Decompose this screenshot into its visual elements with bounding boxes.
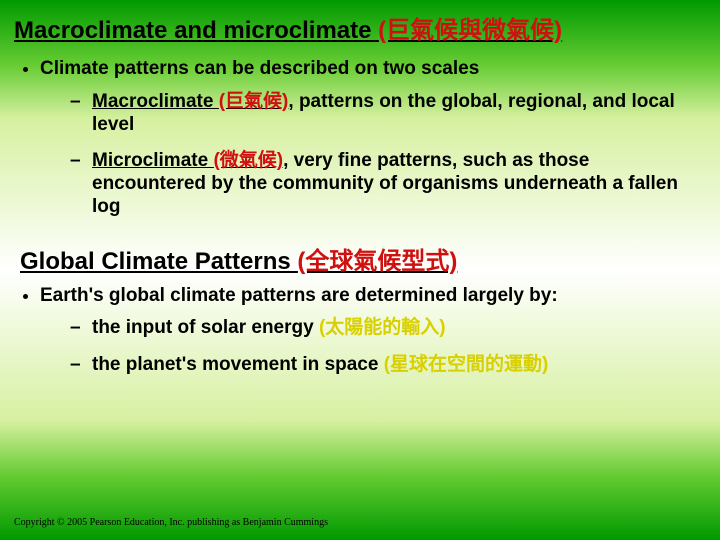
sub-list-2: the input of solar energy (太陽能的輸入) the p…: [40, 317, 706, 377]
solar-en: the input of solar energy: [92, 317, 319, 338]
subtitle-cjk: (全球氣候型式): [297, 248, 457, 275]
bullet-2: Earth's global climate patterns are dete…: [40, 284, 706, 377]
title-cjk: (巨氣候與微氣候): [378, 17, 562, 44]
movement-en: the planet's movement in space: [92, 354, 384, 375]
movement-cjk: (星球在空間的運動): [384, 354, 549, 375]
slide-subtitle: Global Climate Patterns (全球氣候型式): [14, 241, 706, 276]
sub-item-macroclimate: Macroclimate (巨氣候), patterns on the glob…: [70, 91, 706, 137]
slide-title: Macroclimate and microclimate (巨氣候與微氣候): [14, 10, 706, 45]
micro-cjk: (微氣候): [213, 150, 283, 171]
micro-en: Microclimate: [92, 150, 213, 171]
subtitle-en: Global Climate Patterns: [20, 248, 297, 275]
bullet-1-text: Climate patterns can be described on two…: [40, 58, 479, 79]
bullet-2-text: Earth's global climate patterns are dete…: [40, 285, 558, 306]
macro-en: Macroclimate: [92, 91, 219, 112]
title-en: Macroclimate and microclimate: [14, 17, 378, 44]
macro-cjk: (巨氣候): [219, 91, 289, 112]
slide: Macroclimate and microclimate (巨氣候與微氣候) …: [0, 0, 720, 540]
bullet-list-1: Climate patterns can be described on two…: [14, 57, 706, 219]
bullet-1: Climate patterns can be described on two…: [40, 57, 706, 219]
bullet-list-2: Earth's global climate patterns are dete…: [14, 284, 706, 377]
sub-item-solar: the input of solar energy (太陽能的輸入): [70, 317, 706, 340]
solar-cjk: (太陽能的輸入): [319, 317, 446, 338]
sub-item-movement: the planet's movement in space (星球在空間的運動…: [70, 354, 706, 377]
sub-list-1: Macroclimate (巨氣候), patterns on the glob…: [40, 91, 706, 219]
copyright-text: Copyright © 2005 Pearson Education, Inc.…: [14, 517, 328, 528]
sub-item-microclimate: Microclimate (微氣候), very fine patterns, …: [70, 150, 706, 218]
micro-lead: Microclimate (微氣候),: [92, 150, 288, 171]
macro-lead: Macroclimate (巨氣候),: [92, 91, 294, 112]
